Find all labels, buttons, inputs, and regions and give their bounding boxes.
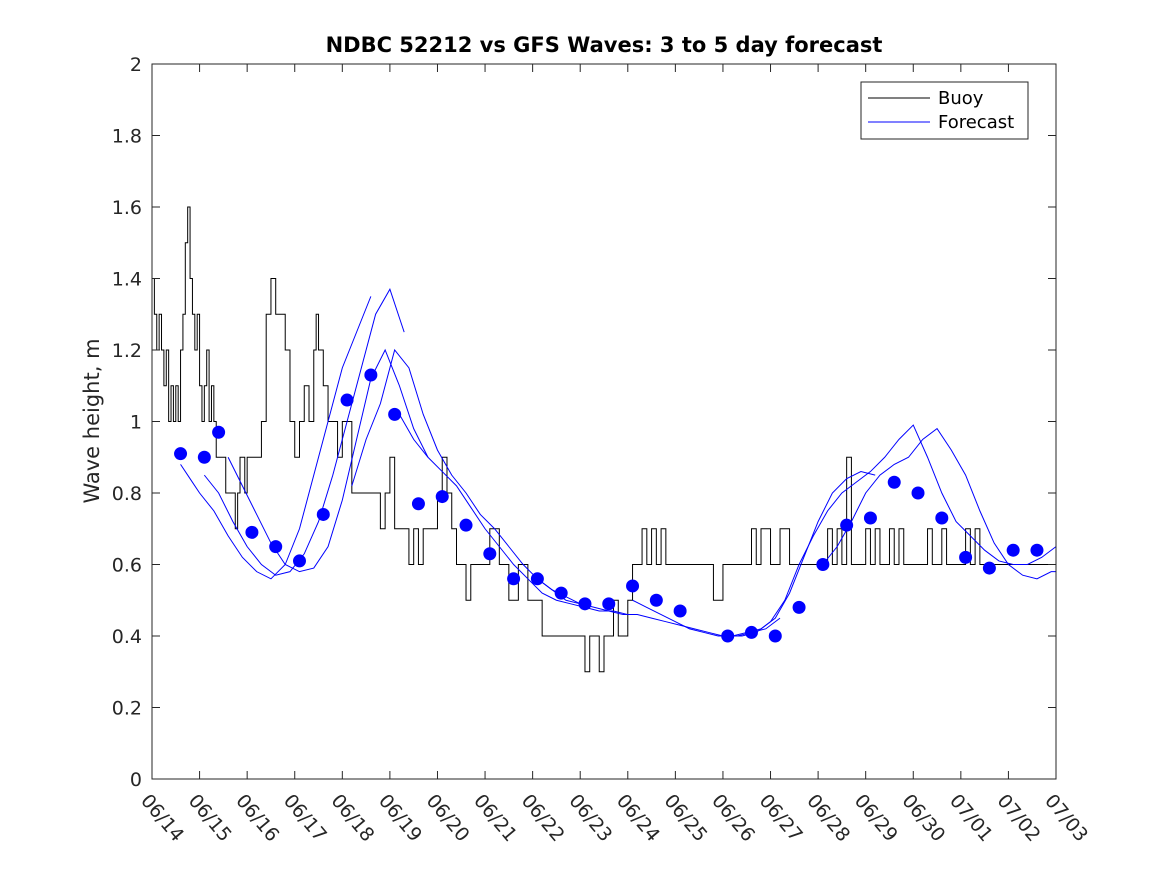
- forecast-line-9: [822, 427, 1056, 580]
- forecast-marker: [959, 550, 973, 564]
- forecast-marker: [578, 597, 592, 611]
- forecast-marker: [863, 511, 877, 525]
- forecast-marker: [483, 547, 497, 561]
- y-tick-label: 1.6: [112, 197, 142, 219]
- forecast-marker: [197, 450, 211, 464]
- forecast-marker: [507, 572, 521, 586]
- forecast-marker: [744, 625, 758, 639]
- forecast-marker: [459, 518, 473, 532]
- forecast-marker: [1030, 543, 1044, 557]
- y-tick-label: 0.6: [112, 555, 142, 577]
- forecast-marker: [602, 597, 616, 611]
- forecast-marker: [911, 486, 925, 500]
- y-axis-label: Wave height, m: [80, 338, 104, 503]
- forecast-marker: [212, 425, 226, 439]
- forecast-marker: [269, 540, 283, 554]
- forecast-line-1: [180, 296, 372, 580]
- forecast-marker: [388, 407, 402, 421]
- forecast-marker: [316, 507, 330, 521]
- forecast-marker: [816, 558, 830, 571]
- forecast-marker: [649, 593, 663, 607]
- forecast-marker: [411, 497, 425, 511]
- forecast-marker: [554, 586, 568, 600]
- legend-forecast-label: Forecast: [938, 112, 1014, 133]
- forecast-marker: [626, 579, 640, 593]
- legend-buoy-label: Buoy: [938, 88, 984, 109]
- y-tick-label: 0.2: [112, 698, 142, 720]
- forecast-marker: [435, 490, 449, 504]
- forecast-marker: [174, 447, 188, 461]
- forecast-marker: [245, 525, 259, 539]
- y-tick-label: 0: [130, 769, 142, 791]
- y-tick-label: 0.8: [112, 483, 142, 505]
- forecast-marker: [530, 572, 544, 586]
- y-tick-label: 2: [130, 54, 142, 76]
- y-tick-label: 1: [130, 412, 142, 434]
- forecast-line-2: [203, 288, 405, 576]
- forecast-line-8: [727, 424, 1057, 637]
- y-tick-label: 0.4: [112, 626, 142, 648]
- forecast-marker: [768, 629, 782, 643]
- forecast-marker: [840, 518, 854, 532]
- buoy-line: [152, 206, 1056, 673]
- forecast-marker: [364, 368, 378, 382]
- forecast-marker: [982, 561, 996, 575]
- chart-title: NDBC 52212 vs GFS Waves: 3 to 5 day fore…: [326, 33, 883, 57]
- forecast-marker: [340, 393, 354, 407]
- forecast-marker: [292, 554, 306, 568]
- forecast-marker: [792, 600, 806, 614]
- forecast-line-3: [227, 348, 429, 573]
- y-tick-label: 1.2: [112, 340, 142, 362]
- forecast-marker: [887, 475, 901, 489]
- y-tick-label: 1.8: [112, 126, 142, 148]
- forecast-line-5: [398, 414, 628, 616]
- forecast-marker: [935, 511, 949, 525]
- legend: Buoy Forecast: [860, 81, 1029, 140]
- forecast-line-6: [537, 578, 781, 637]
- data-layer: [152, 206, 1057, 673]
- forecast-marker: [721, 629, 735, 643]
- forecast-marker: [673, 604, 687, 618]
- forecast-marker: [1006, 543, 1020, 557]
- y-tick-label: 1.4: [112, 269, 142, 291]
- legend-box: [860, 81, 1029, 140]
